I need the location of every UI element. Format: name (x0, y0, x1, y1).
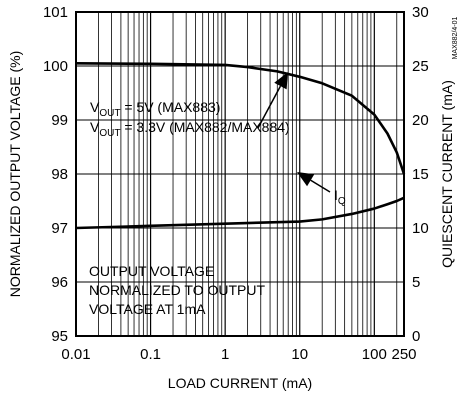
y-left-tick-label: 95 (51, 328, 68, 345)
y-left-tick-label: 98 (51, 166, 68, 183)
iq-arrow-line (310, 179, 331, 193)
iq-arrow-head (297, 172, 315, 187)
note-line-3: VOLTAGE AT 1mA (89, 301, 206, 317)
tick-labels: 0.01 0.1 1 10 100 250959697989910010105101520… (43, 4, 429, 363)
x-tick-label: 100 (362, 346, 387, 363)
quiescent-current-line (75, 196, 405, 230)
plot-frame (75, 11, 405, 337)
note-line-1: OUTPUT VOLTAGE (89, 263, 214, 279)
y-left-tick-label: 101 (43, 4, 68, 21)
y-right-tick-label: 15 (412, 166, 429, 183)
x-axis-title: LOAD CURRENT (mA) (168, 375, 312, 391)
y-right-tick-label: 10 (412, 220, 429, 237)
vout-label-2: VOUT = 3.3V (MAX882/MAX884) (90, 119, 290, 139)
vout-label-1: VOUT = 5V (MAX883) (90, 99, 220, 119)
y-left-tick-label: 96 (51, 274, 68, 291)
y-axis-right-title: QUIESCENT CURRENT (mA) (439, 80, 455, 268)
y-left-tick-label: 100 (43, 58, 68, 75)
figure-id: MAX882/4-01 (452, 16, 459, 59)
note-line-2: NORMALIZED TO OUTPUT (89, 282, 266, 298)
y-left-tick-label: 99 (51, 112, 68, 129)
vout-arrow-head (274, 72, 288, 90)
y-right-tick-label: 20 (412, 112, 429, 129)
iq-label: IQ (334, 187, 346, 207)
output-voltage-line (75, 62, 406, 175)
vout-arrow-line (257, 85, 282, 129)
x-tick-label: 0.1 (140, 346, 161, 363)
y-right-tick-label: 0 (412, 328, 420, 345)
y-axis-left-title: NORMALIZED OUTPUT VOLTAGE (%) (7, 51, 23, 298)
x-tick-label: 1 (221, 346, 229, 363)
y-left-tick-label: 97 (51, 220, 68, 237)
series-layer (75, 62, 406, 230)
x-tick-label: 0.01 (61, 346, 90, 363)
y-right-tick-label: 25 (412, 58, 429, 75)
x-tick-label: 10 (291, 346, 308, 363)
x-tick-label: 250 (391, 346, 416, 363)
y-right-tick-label: 5 (412, 274, 420, 291)
y-right-tick-label: 30 (412, 4, 429, 21)
